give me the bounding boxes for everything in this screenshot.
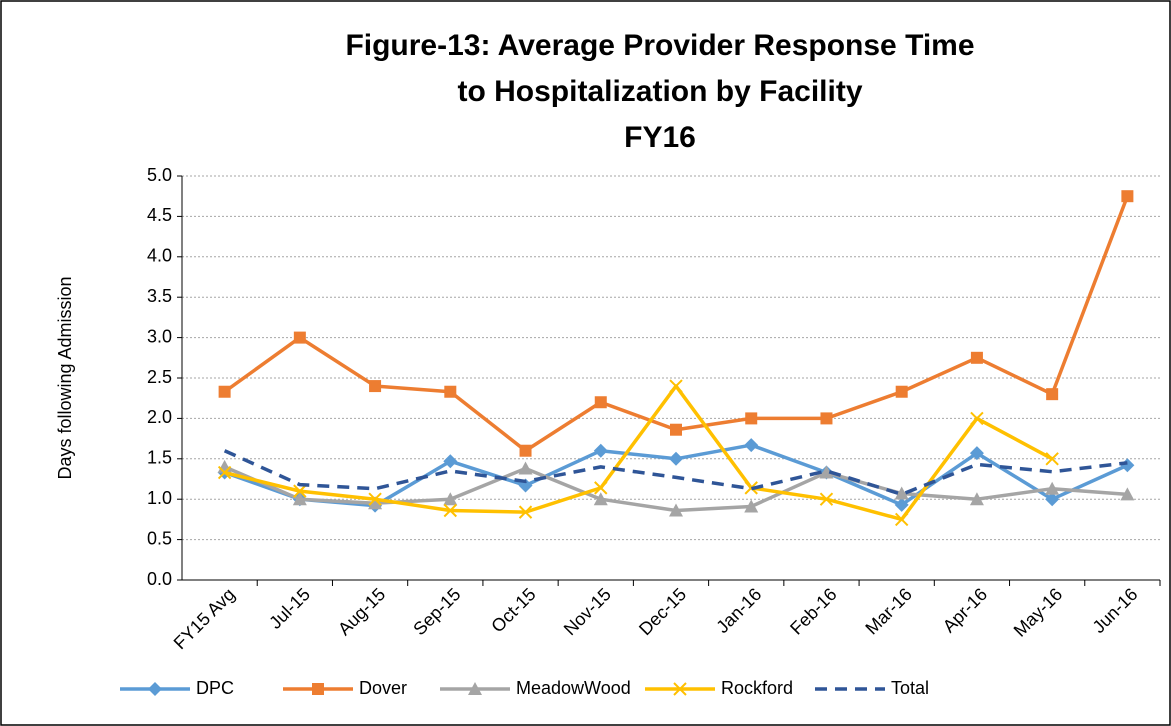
- series-line: [223, 449, 1128, 497]
- legend-marker: [468, 682, 482, 695]
- data-point: [669, 503, 683, 517]
- data-point: [1045, 492, 1060, 507]
- legend-marker: [312, 683, 324, 695]
- data-point: [369, 380, 382, 393]
- legend-label: MeadowWood: [516, 678, 631, 698]
- legend-label: DPC: [196, 678, 234, 698]
- y-tick-label: 2.0: [147, 407, 172, 427]
- data-point: [594, 481, 608, 495]
- data-point: [293, 484, 307, 498]
- data-point: [218, 385, 231, 398]
- y-tick-label: 0.0: [147, 569, 172, 589]
- data-point: [745, 412, 758, 425]
- data-point: [217, 465, 232, 480]
- data-point: [444, 385, 457, 398]
- data-point: [669, 451, 683, 466]
- data-point: [970, 351, 983, 364]
- data-point: [1046, 388, 1059, 401]
- legend-marker: [673, 682, 687, 696]
- chart-title: to Hospitalization by Facility: [457, 75, 862, 108]
- y-tick-label: 3.5: [147, 286, 172, 306]
- data-point: [744, 499, 759, 513]
- data-point: [593, 492, 608, 506]
- data-point: [518, 505, 533, 519]
- data-point: [744, 438, 759, 453]
- y-tick-label: 3.0: [147, 326, 172, 346]
- data-point: [1121, 190, 1134, 203]
- legend-label: Total: [891, 678, 929, 698]
- data-point: [368, 492, 382, 506]
- data-point: [970, 411, 984, 426]
- y-tick-label: 1.5: [147, 448, 172, 468]
- data-point: [895, 385, 908, 398]
- data-point: [519, 444, 532, 457]
- data-point: [594, 396, 607, 409]
- y-tick-label: 0.5: [147, 528, 172, 548]
- legend-marker: [148, 682, 162, 696]
- data-point: [443, 492, 458, 506]
- chart-title: FY16: [624, 121, 696, 154]
- y-tick-label: 2.5: [147, 367, 172, 387]
- data-point: [894, 486, 909, 500]
- data-point: [969, 492, 984, 506]
- data-point: [969, 446, 984, 461]
- y-tick-label: 4.5: [147, 205, 172, 225]
- data-point: [1045, 452, 1059, 466]
- chart-title: Figure-13: Average Provider Response Tim…: [345, 29, 974, 62]
- data-point: [593, 443, 608, 458]
- data-point: [1045, 481, 1060, 495]
- data-point: [293, 331, 306, 344]
- y-tick-label: 1.0: [147, 488, 172, 508]
- data-point: [669, 379, 683, 393]
- data-point: [894, 497, 909, 512]
- data-point: [1120, 487, 1135, 501]
- data-point: [894, 512, 909, 527]
- data-point: [368, 496, 383, 510]
- data-point: [819, 492, 834, 506]
- data-point: [819, 465, 834, 479]
- series-line: [224, 384, 1053, 522]
- data-point: [292, 492, 307, 506]
- data-point: [443, 503, 458, 518]
- legend-label: Dover: [359, 678, 407, 698]
- data-point: [670, 423, 682, 436]
- y-tick-label: 5.0: [147, 165, 172, 185]
- y-tick-label: 4.0: [147, 246, 172, 266]
- data-point: [744, 481, 758, 495]
- data-point: [518, 461, 533, 475]
- data-point: [443, 454, 458, 469]
- legend-label: Rockford: [721, 678, 793, 698]
- data-point: [820, 412, 833, 425]
- y-axis-label: Days following Admission: [55, 276, 75, 479]
